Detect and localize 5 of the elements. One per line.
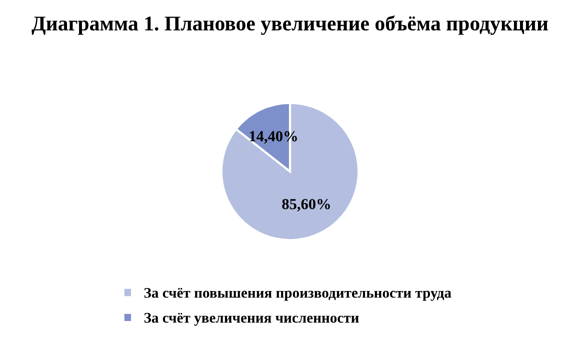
legend-label: За счёт повышения производительности труда bbox=[144, 288, 452, 301]
chart-title: Диаграмма 1. Плановое увеличение объёма продукции bbox=[32, 15, 548, 35]
data-label: 85,60% bbox=[282, 198, 330, 212]
pie-slice bbox=[220, 102, 360, 242]
legend-label: За счёт увеличения численности bbox=[144, 312, 359, 326]
